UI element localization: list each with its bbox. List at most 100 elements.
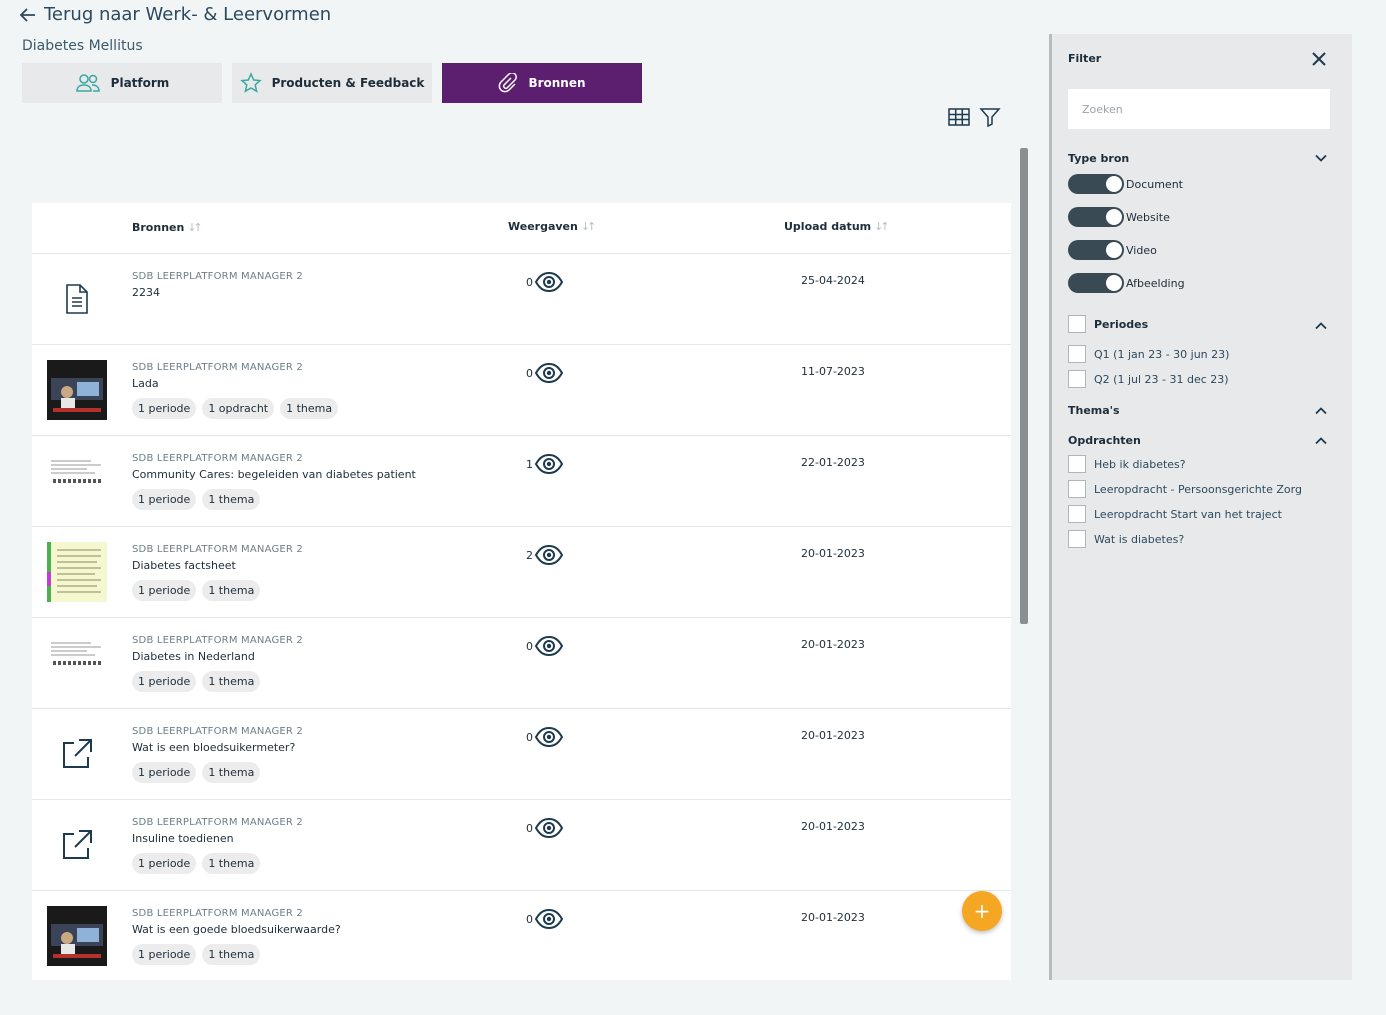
- filter-icon[interactable]: [979, 106, 1001, 132]
- video-thumbnail[interactable]: [47, 360, 107, 420]
- section-themas[interactable]: Thema's: [1068, 404, 1120, 417]
- toggle-afbeelding[interactable]: Afbeelding: [1068, 273, 1185, 293]
- table-row[interactable]: SDB LEERPLATFORM MANAGER 2 Wat is een go…: [32, 891, 1011, 980]
- column-header-weergaven[interactable]: Weergaven ↓↑: [508, 220, 596, 233]
- views-counter[interactable]: 0: [526, 726, 564, 748]
- chevron-up-icon[interactable]: [1314, 403, 1328, 422]
- views-counter[interactable]: 0: [526, 817, 564, 839]
- resource-title[interactable]: Lada: [132, 377, 159, 390]
- tag-chip[interactable]: 1 periode: [132, 489, 197, 510]
- checkbox-periodes-all[interactable]: [1068, 315, 1086, 333]
- tag-chip[interactable]: 1 thema: [202, 762, 261, 783]
- tag-chip[interactable]: 1 thema: [202, 853, 261, 874]
- document-thumbnail[interactable]: [47, 633, 107, 693]
- add-resource-button[interactable]: +: [962, 891, 1002, 931]
- table-body: SDB LEERPLATFORM MANAGER 2 2234 0 25-04-…: [32, 254, 1011, 980]
- checkbox[interactable]: [1068, 480, 1086, 498]
- toggle-website[interactable]: Website: [1068, 207, 1170, 227]
- checkbox-opdracht[interactable]: Leeropdracht Start van het traject: [1068, 505, 1282, 523]
- back-link[interactable]: Terug naar Werk- & Leervormen: [18, 4, 331, 25]
- checkbox[interactable]: [1068, 345, 1086, 363]
- table-row[interactable]: SDB LEERPLATFORM MANAGER 2 Community Car…: [32, 436, 1011, 527]
- views-counter[interactable]: 1: [526, 453, 564, 475]
- checkbox-opdracht[interactable]: Heb ik diabetes?: [1068, 455, 1186, 473]
- toggle-video[interactable]: Video: [1068, 240, 1157, 260]
- chevron-down-icon[interactable]: [1314, 150, 1328, 169]
- views-counter[interactable]: 0: [526, 271, 564, 293]
- resource-author: SDB LEERPLATFORM MANAGER 2: [132, 817, 303, 828]
- tag-chip[interactable]: 1 periode: [132, 671, 197, 692]
- resource-title[interactable]: Diabetes factsheet: [132, 559, 236, 572]
- resource-author: SDB LEERPLATFORM MANAGER 2: [132, 544, 303, 555]
- table-row[interactable]: SDB LEERPLATFORM MANAGER 2 Diabetes fact…: [32, 527, 1011, 618]
- resource-title[interactable]: Diabetes in Nederland: [132, 650, 255, 663]
- tag-chip[interactable]: 1 thema: [202, 671, 261, 692]
- video-thumbnail[interactable]: [47, 906, 107, 966]
- tag-list: 1 periode 1 thema: [132, 580, 261, 601]
- tag-chip[interactable]: 1 thema: [202, 580, 261, 601]
- section-type-bron[interactable]: Type bron: [1068, 152, 1130, 165]
- tab-producten-feedback[interactable]: Producten & Feedback: [232, 63, 432, 103]
- checkbox-opdracht[interactable]: Leeropdracht - Persoonsgerichte Zorg: [1068, 480, 1302, 498]
- upload-date: 20-01-2023: [801, 911, 865, 924]
- toggle-switch[interactable]: [1068, 273, 1124, 293]
- toggle-switch[interactable]: [1068, 207, 1124, 227]
- document-icon[interactable]: [47, 269, 107, 329]
- views-counter[interactable]: 0: [526, 908, 564, 930]
- tab-platform[interactable]: Platform: [22, 63, 222, 103]
- section-opdrachten[interactable]: Opdrachten: [1068, 434, 1141, 447]
- views-counter[interactable]: 0: [526, 635, 564, 657]
- checkbox-label: Q2 (1 jul 23 - 31 dec 23): [1094, 372, 1229, 386]
- search-input[interactable]: [1068, 89, 1330, 129]
- checkbox-periode-q1[interactable]: Q1 (1 jan 23 - 30 jun 23): [1068, 345, 1229, 363]
- views-counter[interactable]: 0: [526, 362, 564, 384]
- tag-chip[interactable]: 1 thema: [280, 398, 339, 419]
- checkbox-label: Wat is diabetes?: [1094, 532, 1185, 546]
- checkbox[interactable]: [1068, 370, 1086, 388]
- tag-chip[interactable]: 1 periode: [132, 398, 197, 419]
- toggle-switch[interactable]: [1068, 240, 1124, 260]
- table-row[interactable]: SDB LEERPLATFORM MANAGER 2 Lada 1 period…: [32, 345, 1011, 436]
- checkbox[interactable]: [1068, 530, 1086, 548]
- column-header-upload-datum[interactable]: Upload datum ↓↑: [784, 220, 890, 233]
- checkbox[interactable]: [1068, 455, 1086, 473]
- eye-icon: [534, 453, 564, 475]
- toggle-switch[interactable]: [1068, 174, 1124, 194]
- grid-view-icon[interactable]: [947, 106, 971, 132]
- table-row[interactable]: SDB LEERPLATFORM MANAGER 2 Diabetes in N…: [32, 618, 1011, 709]
- factsheet-thumbnail[interactable]: [47, 542, 107, 602]
- resource-title[interactable]: Community Cares: begeleiden van diabetes…: [132, 468, 416, 481]
- external-link-icon[interactable]: [47, 724, 107, 784]
- toggle-label: Website: [1126, 210, 1170, 224]
- tag-chip[interactable]: 1 thema: [202, 489, 261, 510]
- views-counter[interactable]: 2: [526, 544, 564, 566]
- resource-title[interactable]: Insuline toedienen: [132, 832, 234, 845]
- scrollbar[interactable]: [1020, 148, 1028, 624]
- tag-chip[interactable]: 1 periode: [132, 762, 197, 783]
- close-icon[interactable]: [1310, 50, 1328, 72]
- tag-chip[interactable]: 1 periode: [132, 580, 197, 601]
- external-link-icon[interactable]: [47, 815, 107, 875]
- document-thumbnail[interactable]: [47, 451, 107, 511]
- chevron-up-icon[interactable]: [1314, 433, 1328, 452]
- section-periodes[interactable]: Periodes: [1068, 315, 1148, 333]
- tag-chip[interactable]: 1 thema: [202, 944, 261, 965]
- table-row[interactable]: SDB LEERPLATFORM MANAGER 2 2234 0 25-04-…: [32, 254, 1011, 345]
- resource-title[interactable]: Wat is een goede bloedsuikerwaarde?: [132, 923, 341, 936]
- checkbox-periode-q2[interactable]: Q2 (1 jul 23 - 31 dec 23): [1068, 370, 1229, 388]
- tag-chip[interactable]: 1 opdracht: [202, 398, 275, 419]
- tag-list: 1 periode 1 thema: [132, 853, 261, 874]
- tab-bronnen[interactable]: Bronnen: [442, 63, 642, 103]
- tag-chip[interactable]: 1 periode: [132, 853, 197, 874]
- checkbox[interactable]: [1068, 505, 1086, 523]
- eye-icon: [534, 362, 564, 384]
- table-row[interactable]: SDB LEERPLATFORM MANAGER 2 Insuline toed…: [32, 800, 1011, 891]
- resource-title[interactable]: Wat is een bloedsuikermeter?: [132, 741, 296, 754]
- toggle-document[interactable]: Document: [1068, 174, 1183, 194]
- table-row[interactable]: SDB LEERPLATFORM MANAGER 2 Wat is een bl…: [32, 709, 1011, 800]
- tag-chip[interactable]: 1 periode: [132, 944, 197, 965]
- resource-title[interactable]: 2234: [132, 286, 160, 299]
- checkbox-opdracht[interactable]: Wat is diabetes?: [1068, 530, 1184, 548]
- column-header-bronnen[interactable]: Bronnen ↓↑: [132, 221, 203, 234]
- chevron-up-icon[interactable]: [1314, 318, 1328, 337]
